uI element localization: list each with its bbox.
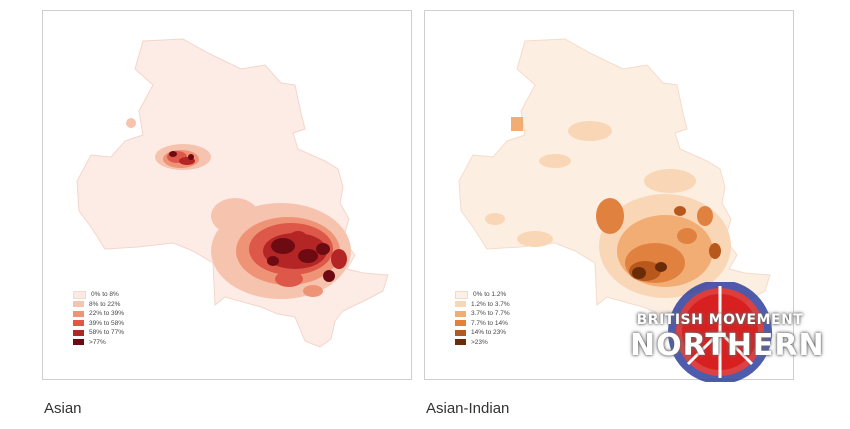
legend-label: 8% to 22% (89, 300, 121, 308)
legend-label: 0% to 8% (91, 291, 119, 298)
legend-label: 58% to 77% (89, 329, 125, 336)
legend-swatch (73, 320, 84, 327)
legend-swatch (73, 301, 84, 308)
legend-label: 0% to 1.2% (473, 291, 507, 298)
legend-swatch (455, 301, 466, 308)
scattered-areas (485, 121, 696, 247)
legend-item: 39% to 58% (73, 319, 124, 329)
legend-item: >77% (73, 338, 124, 348)
asian-indian-map-caption: Asian-Indian (426, 400, 510, 417)
asian-legend: 0% to 8% 8% to 22% 22% to 39% 39% to 58%… (73, 290, 124, 347)
southeast-cluster (596, 194, 731, 298)
legend-item: 8% to 22% (73, 300, 124, 310)
legend-item: 7.7% to 14% (455, 319, 510, 329)
watermark-line2: NORTHERN (630, 328, 825, 363)
legend-label: >23% (471, 338, 488, 346)
legend-swatch (455, 310, 466, 317)
asian-map-card[interactable]: 0% to 8% 8% to 22% 22% to 39% 39% to 58%… (42, 10, 412, 380)
legend-item: 1.2% to 3.7% (455, 300, 510, 310)
legend-swatch (455, 290, 468, 299)
legend-swatch (455, 339, 466, 346)
legend-label: 7.7% to 14% (471, 319, 508, 327)
legend-label: 3.7% to 7.7% (471, 310, 510, 317)
legend-item: 58% to 77% (73, 328, 124, 338)
asian-indian-map (458, 38, 771, 348)
legend-item: >23% (455, 338, 510, 348)
legend-label: 22% to 39% (89, 310, 125, 317)
legend-label: 1.2% to 3.7% (471, 300, 510, 308)
asian-indian-legend: 0% to 1.2% 1.2% to 3.7% 3.7% to 7.7% 7.7… (455, 290, 510, 347)
legend-item: 3.7% to 7.7% (455, 309, 510, 319)
small-area (511, 117, 523, 131)
north-cluster (155, 144, 211, 170)
legend-swatch (73, 290, 86, 299)
watermark-logo: BRITISH MOVEMENT NORTHERN (630, 280, 825, 384)
watermark-line1: BRITISH MOVEMENT (636, 312, 804, 328)
roundel-icon (668, 280, 772, 384)
asian-map-caption: Asian (44, 400, 82, 417)
legend-item: 22% to 39% (73, 309, 124, 319)
legend-swatch (73, 329, 84, 336)
legend-swatch (73, 310, 84, 317)
legend-swatch (455, 329, 466, 336)
legend-item: 14% to 23% (455, 328, 510, 338)
legend-item: 0% to 1.2% (455, 290, 510, 300)
legend-item: 0% to 8% (73, 290, 124, 300)
legend-swatch (455, 320, 466, 327)
legend-label: 14% to 23% (471, 329, 507, 336)
southeast-cluster (211, 198, 351, 299)
legend-label: 39% to 58% (89, 319, 125, 327)
legend-label: >77% (89, 338, 106, 346)
legend-swatch (73, 339, 84, 346)
asian-map (76, 38, 389, 348)
small-area (126, 118, 136, 128)
